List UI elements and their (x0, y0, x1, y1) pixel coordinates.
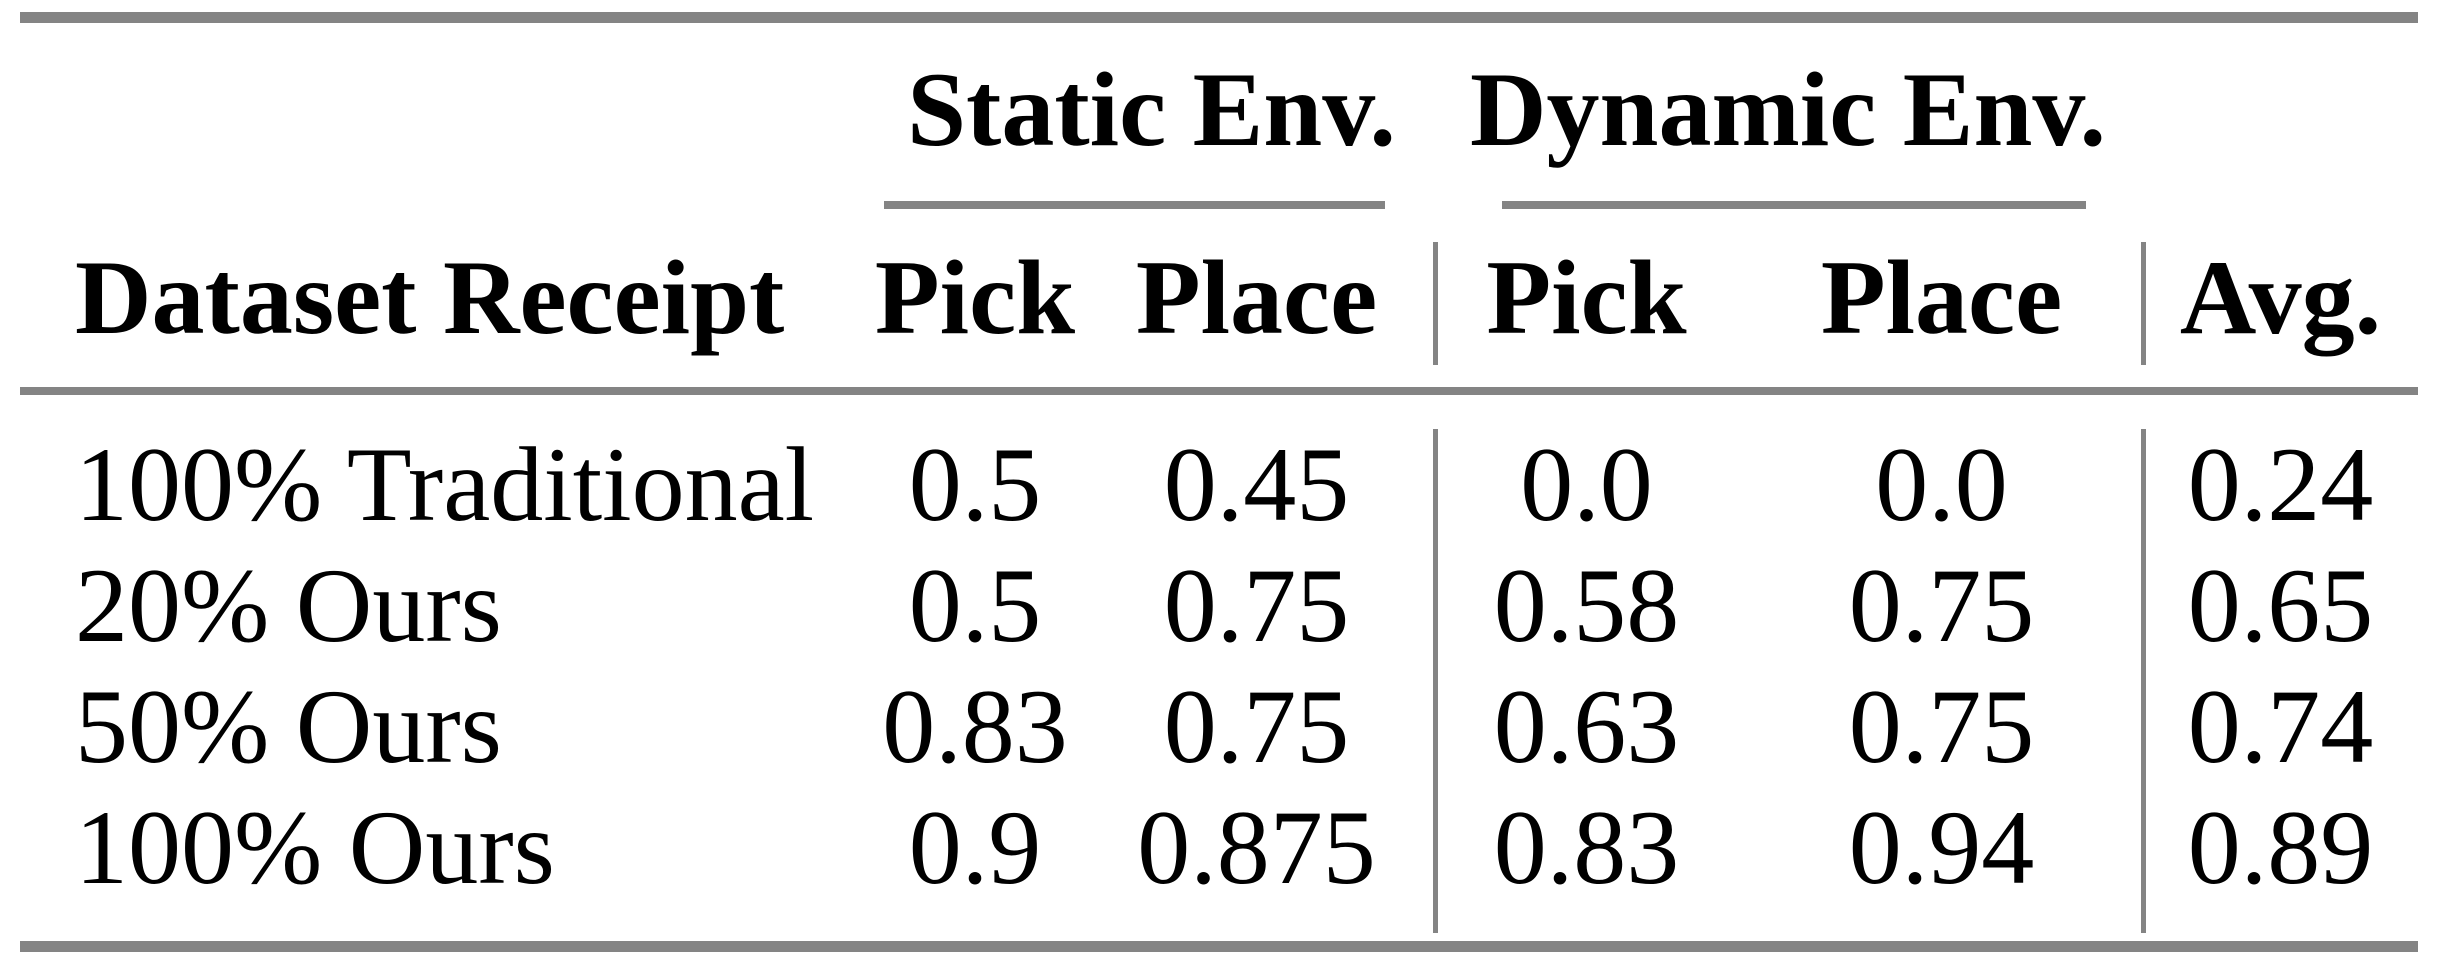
cell-50-ours-avg: 0.74 (2187, 667, 2374, 785)
cell-20-ours-static-place: 0.75 (1163, 546, 1350, 664)
cell-20-ours-dynamic-pick: 0.58 (1493, 546, 1680, 664)
bottom-rule (20, 941, 2418, 952)
column-header-dataset-receipt: Dataset Receipt (75, 239, 785, 356)
divider-avg-body (2141, 429, 2146, 933)
divider-dynamic-header (1433, 242, 1438, 365)
results-table: Static Env. Dynamic Env. Dataset Receipt… (20, 23, 2418, 908)
cell-100-ours-dynamic-pick: 0.83 (1493, 788, 1680, 906)
row-label-100-ours: 100% Ours (75, 788, 555, 906)
cmidrule-dynamic-env (1502, 201, 2086, 209)
column-header-dynamic-pick: Pick (1486, 239, 1687, 356)
group-header-dynamic-env: Dynamic Env. (1469, 51, 2107, 168)
cell-100-ours-static-pick: 0.9 (908, 788, 1042, 906)
cell-20-ours-static-pick: 0.5 (908, 546, 1042, 664)
cell-100-traditional-static-pick: 0.5 (908, 425, 1042, 543)
column-header-avg: Avg. (2179, 239, 2382, 356)
cell-20-ours-avg: 0.65 (2187, 546, 2374, 664)
row-label-100-traditional: 100% Traditional (75, 425, 815, 543)
cell-100-ours-avg: 0.89 (2187, 788, 2374, 906)
cell-100-traditional-dynamic-place: 0.0 (1875, 425, 2008, 543)
cell-100-traditional-avg: 0.24 (2187, 425, 2374, 543)
column-header-static-place: Place (1135, 239, 1378, 356)
group-header-static-env: Static Env. (907, 51, 1396, 168)
cell-100-ours-static-place: 0.875 (1137, 788, 1376, 906)
cell-20-ours-dynamic-place: 0.75 (1848, 546, 2035, 664)
cell-100-traditional-dynamic-pick: 0.0 (1520, 425, 1653, 543)
row-label-50-ours: 50% Ours (75, 667, 502, 785)
cell-50-ours-dynamic-place: 0.75 (1848, 667, 2035, 785)
cell-50-ours-dynamic-pick: 0.63 (1493, 667, 1680, 785)
top-rule (20, 12, 2418, 23)
cell-100-ours-dynamic-place: 0.94 (1848, 788, 2035, 906)
cell-50-ours-static-place: 0.75 (1163, 667, 1350, 785)
cell-50-ours-static-pick: 0.83 (882, 667, 1068, 785)
divider-dynamic-body (1433, 429, 1438, 933)
divider-avg-header (2141, 242, 2146, 365)
cmidrule-static-env (884, 201, 1385, 209)
row-label-20-ours: 20% Ours (75, 546, 502, 664)
column-header-static-pick: Pick (874, 239, 1076, 356)
mid-rule (20, 387, 2418, 395)
cell-100-traditional-static-place: 0.45 (1163, 425, 1350, 543)
column-header-dynamic-place: Place (1820, 239, 2063, 356)
